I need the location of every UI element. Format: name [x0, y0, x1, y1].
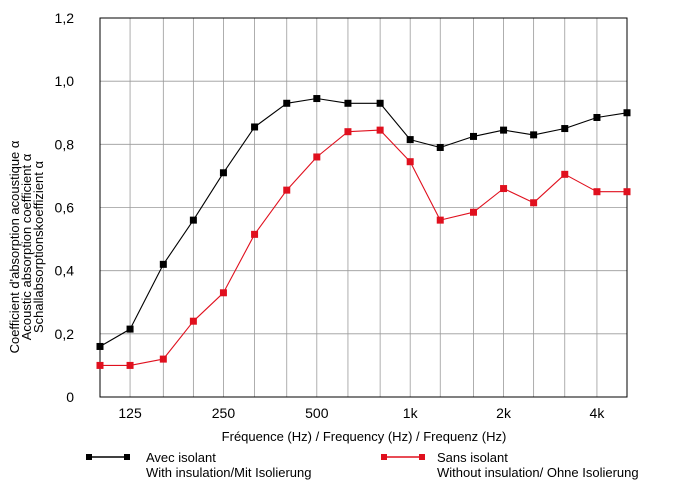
data-point-without-insulation [189, 317, 197, 325]
x-tick-label: 250 [212, 405, 236, 421]
y-tick-label: 1,0 [55, 73, 75, 89]
series-with-insulation [96, 95, 631, 350]
data-point-without-insulation [500, 185, 508, 193]
data-point-with-insulation [593, 113, 601, 121]
x-tick-label: 500 [305, 405, 329, 421]
data-point-with-insulation [530, 131, 538, 139]
legend-label-without-insulation: Sans isolant [437, 450, 508, 465]
data-point-without-insulation [344, 128, 352, 136]
y-axis-label: Coefficient d'absorption acoustique α Ac… [7, 140, 46, 353]
data-point-without-insulation [251, 230, 259, 238]
y-tick-label: 0,6 [55, 200, 75, 216]
data-point-with-insulation [561, 125, 569, 133]
series-without-insulation [96, 126, 631, 369]
data-point-with-insulation [219, 169, 227, 177]
data-point-with-insulation [344, 99, 352, 107]
legend-marker-with-insulation-right [124, 454, 130, 460]
data-point-with-insulation [406, 136, 414, 144]
legend-marker-without-insulation-right [419, 454, 425, 460]
x-axis-label: Fréquence (Hz) / Frequency (Hz) / Freque… [222, 429, 507, 444]
legend-sublabel-without-insulation: Without insulation/ Ohne Isolierung [437, 465, 639, 480]
data-point-without-insulation [283, 186, 291, 194]
series-line-with-insulation [99, 97, 628, 347]
data-point-with-insulation [126, 325, 134, 333]
legend-item-without-insulation: Sans isolant Without insulation/ Ohne Is… [381, 450, 639, 480]
legend-marker-without-insulation-left [381, 454, 387, 460]
data-point-with-insulation [623, 109, 631, 117]
x-tick-label: 1k [403, 405, 419, 421]
y-tick-label: 0,8 [55, 136, 75, 152]
data-point-without-insulation [406, 158, 414, 166]
legend-label-with-insulation: Avec isolant [146, 450, 216, 465]
data-point-without-insulation [126, 361, 134, 369]
y-tick-labels: 0 0,2 0,4 0,6 0,8 1,0 1,2 [55, 10, 75, 405]
data-point-with-insulation [283, 99, 291, 107]
data-point-without-insulation [436, 216, 444, 224]
data-point-with-insulation [251, 123, 259, 131]
data-point-without-insulation [470, 208, 478, 216]
legend: Avec isolant With insulation/Mit Isolier… [86, 450, 639, 480]
data-point-with-insulation [436, 143, 444, 151]
x-tick-labels: 125 250 500 1k 2k 4k [118, 405, 605, 421]
y-tick-label: 1,2 [55, 10, 75, 26]
data-point-with-insulation [189, 216, 197, 224]
data-point-without-insulation [593, 188, 601, 196]
data-point-without-insulation [530, 199, 538, 207]
data-point-with-insulation [96, 342, 104, 350]
y-axis-label-line-1: Coefficient d'absorption acoustique α [7, 140, 22, 353]
y-axis-label-line-3: Schallabsorptionskoeffizient α [31, 160, 46, 333]
legend-sublabel-with-insulation: With insulation/Mit Isolierung [146, 465, 311, 480]
legend-marker-with-insulation-left [86, 454, 92, 460]
x-tick-label: 125 [118, 405, 142, 421]
data-point-without-insulation [561, 170, 569, 178]
data-point-with-insulation [500, 126, 508, 134]
series-line-without-insulation [100, 129, 627, 366]
data-point-without-insulation [376, 126, 384, 134]
y-tick-label: 0,2 [55, 326, 75, 342]
y-tick-label: 0,4 [55, 263, 75, 279]
data-point-with-insulation [470, 132, 478, 140]
data-point-without-insulation [313, 153, 321, 161]
legend-item-with-insulation: Avec isolant With insulation/Mit Isolier… [86, 450, 311, 480]
data-point-without-insulation [219, 289, 227, 297]
data-point-with-insulation [376, 99, 384, 107]
data-point-without-insulation [96, 361, 104, 369]
data-series [96, 95, 631, 369]
grid [100, 18, 627, 397]
x-tick-label: 4k [590, 405, 606, 421]
data-point-with-insulation [159, 260, 167, 268]
data-point-with-insulation [313, 95, 321, 103]
x-tick-label: 2k [496, 405, 512, 421]
data-point-without-insulation [159, 355, 167, 363]
data-point-without-insulation [623, 188, 631, 196]
y-axis-label-line-2: Acoustic absorption coefficient α [19, 153, 34, 340]
y-tick-label: 0 [66, 389, 74, 405]
plot-frame [99, 17, 628, 398]
